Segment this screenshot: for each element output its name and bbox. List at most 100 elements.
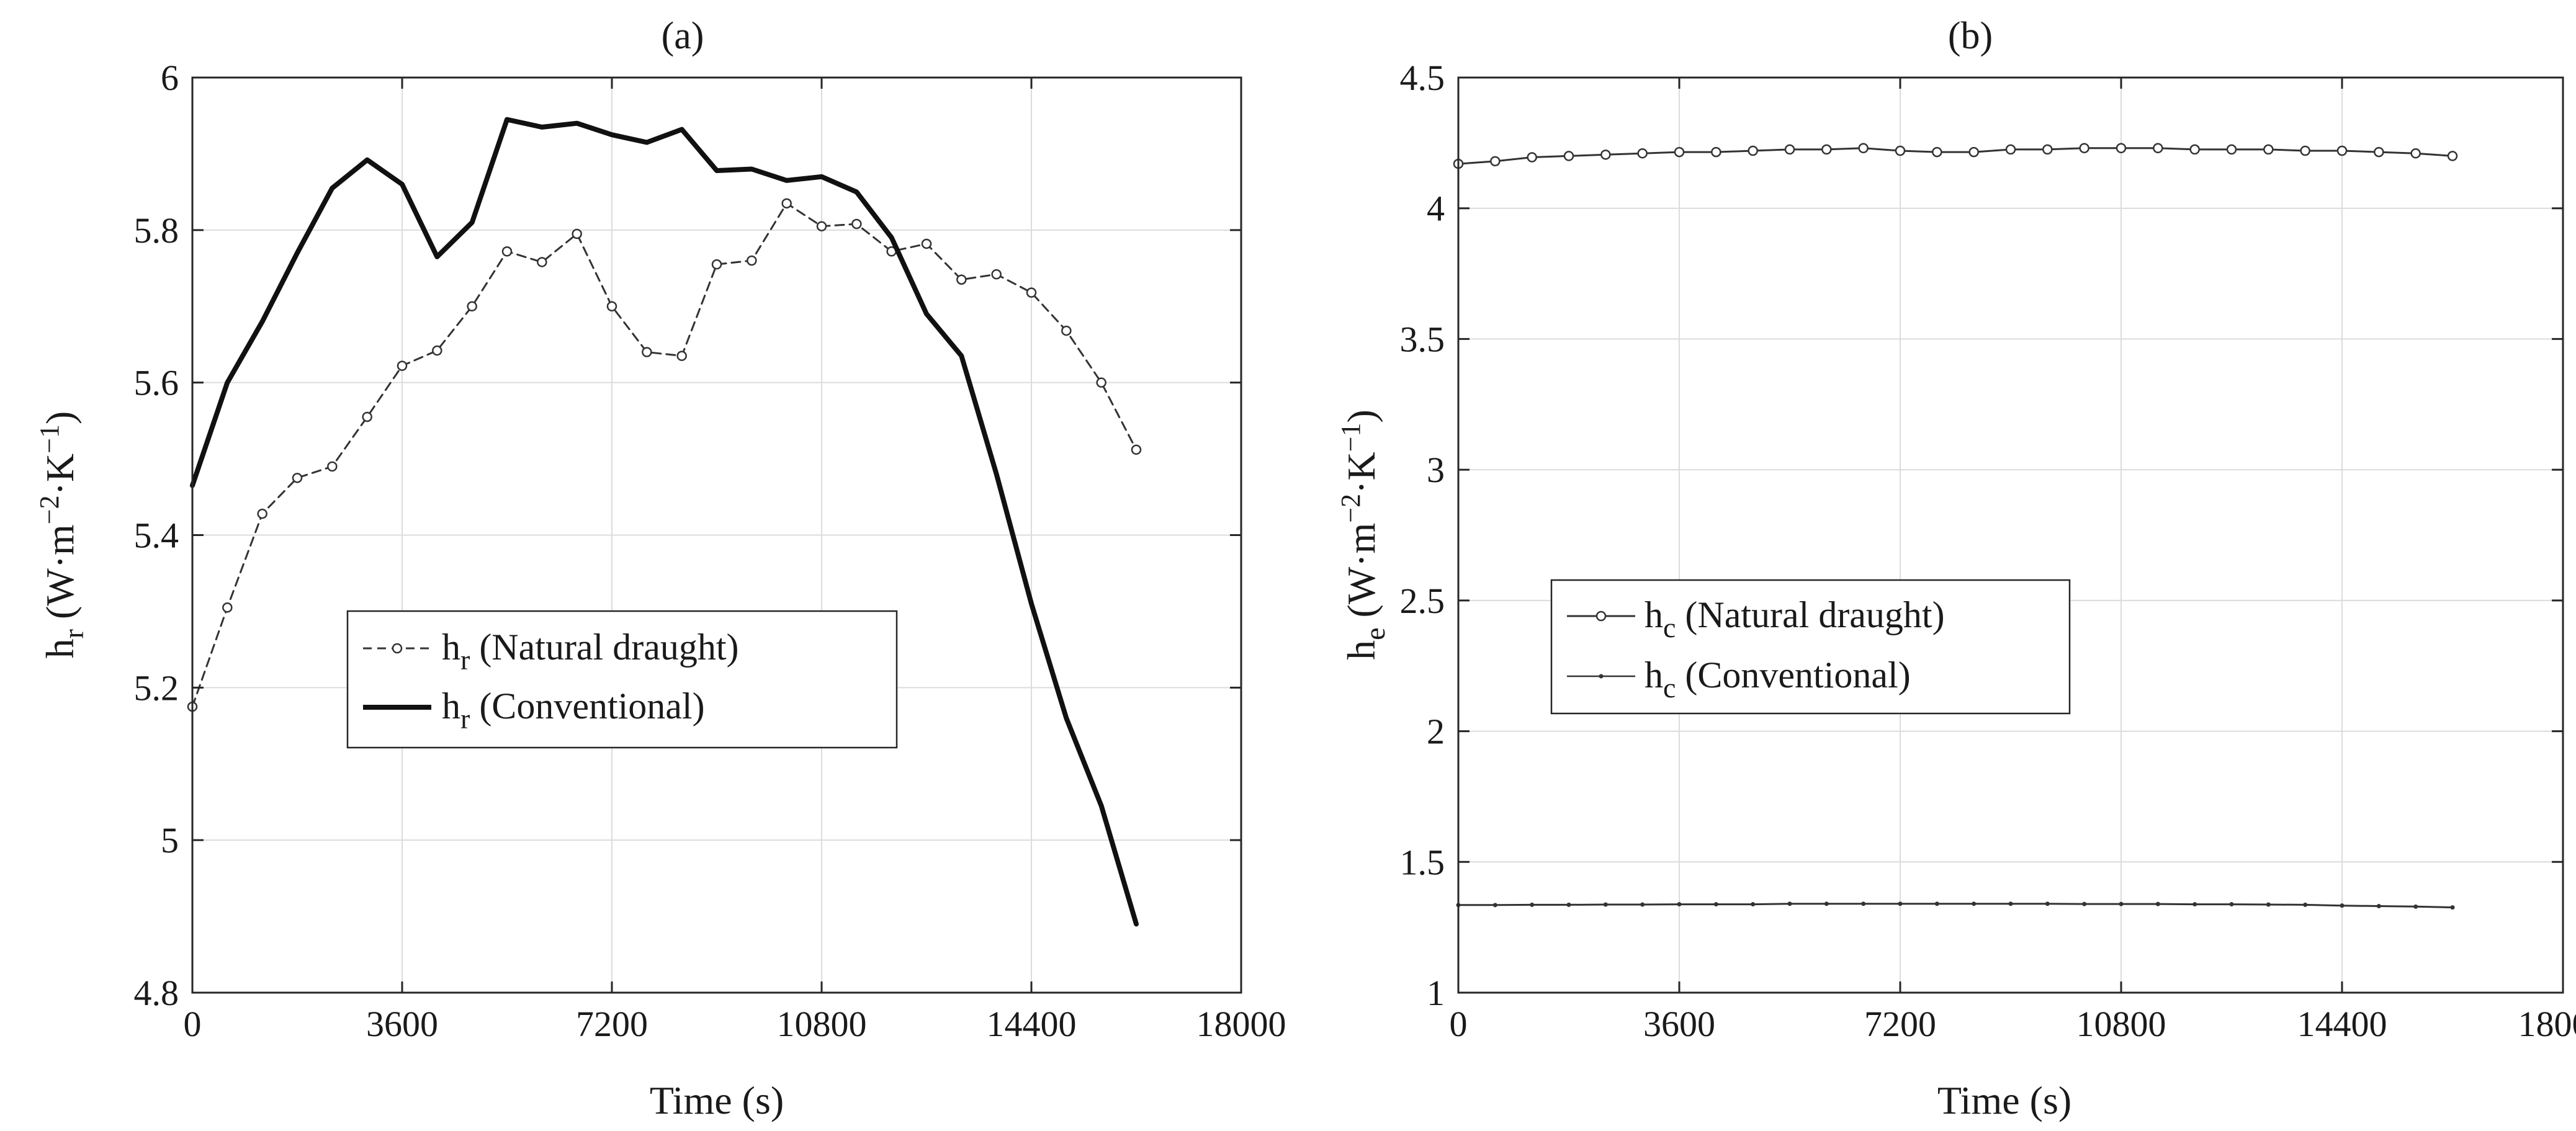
panel-b-series-conventional-point: [2045, 901, 2050, 906]
panel-a-series-natural-draught-point: [572, 228, 582, 239]
panel-a-y-tick-label: 5.6: [134, 363, 179, 403]
panel-a-series-natural-draught-point: [537, 257, 547, 267]
panel-b-series-natural-draught-point: [1490, 156, 1501, 167]
panel-b-series-natural-draught-point: [2336, 145, 2348, 156]
panel-b-series-conventional-point: [2082, 901, 2087, 906]
panel-a-ylabel-exp1: −2: [34, 495, 65, 524]
panel-b-y-tick-label: 1.5: [1400, 842, 1445, 882]
panel-b-series-natural-draught-point: [2447, 151, 2458, 161]
panel-a-y-tick-label: 4.8: [134, 973, 179, 1013]
panel-a-x-tick-label: 10800: [777, 1004, 867, 1044]
panel-b-series-conventional-point: [1530, 902, 1535, 907]
panel-b-ylabel-unit-mid: ·K: [1339, 452, 1383, 494]
panel-b-series-natural-draught-point: [1932, 146, 1942, 158]
panel-b-legend-natural-text: hc (Natural draught): [1645, 594, 1945, 643]
panel-b-legend-natural-marker: [1595, 610, 1607, 622]
panel-a-series-natural-draught-point: [501, 246, 513, 257]
panel-a-series-natural-draught-point: [921, 238, 932, 249]
panel-a-series-natural-draught-point: [1131, 444, 1142, 455]
panel-b-series-conventional-point: [2340, 903, 2345, 908]
panel-b-ylabel-exp2: −1: [1335, 422, 1366, 452]
panel-b-series-conventional-point: [1713, 902, 1718, 907]
panel-a-series-natural-draught-point: [781, 198, 792, 209]
panel-a-series-natural-draught-point: [747, 255, 757, 266]
panel-a-x-axis-label: Time (s): [650, 1078, 784, 1122]
panel-a-legend-natural-text: hr (Natural draught): [442, 627, 738, 676]
panel-b-y-tick-label: 4.5: [1400, 58, 1445, 98]
panel-b-series-natural-draught-point: [1895, 145, 1906, 156]
panel-a: (a) 0 3600 7200 10800 14400 18000 4.8 5 5.2 5.4 5.…: [34, 15, 1286, 1122]
panel-b-plot-box: [1457, 76, 2564, 994]
panel-b-series-conventional-point: [2008, 901, 2013, 906]
panel-b-series-natural-draught-point: [2300, 145, 2310, 156]
panel-b-series-natural-draught-point: [2263, 144, 2274, 155]
panel-b-y-tick-label: 3.5: [1400, 319, 1445, 359]
panel-b-legend: hc (Natural draught) hc (Conventional): [1550, 579, 2071, 715]
panel-b-x-axis-label: Time (s): [1937, 1078, 2071, 1122]
panel-b-y-tick-label: 4: [1427, 189, 1445, 229]
panel-b-series-natural-draught-point: [2410, 148, 2421, 159]
panel-a-legend-natural-marker: [392, 643, 403, 654]
panel-a-legend-conventional-text: hr (Conventional): [442, 686, 705, 735]
panel-b-legend-conventional-text: hc (Conventional): [1645, 655, 1911, 704]
panel-a-y-axis-label: hr (W·m−2·K−1): [34, 411, 89, 659]
panel-a-ylabel-unit-suffix: ): [38, 411, 82, 424]
panel-b-series-conventional-point: [2450, 905, 2455, 910]
panel-a-x-tick-label: 3600: [366, 1004, 438, 1044]
panel-b-ticks: 0 3600 7200 10800 14400 18000 1 1.5 2 2.5 3 3.5 4 4.5: [1400, 58, 2576, 1044]
panel-b-series-natural-draught-point: [2079, 143, 2089, 154]
panel-a-series-natural-draught-line: [191, 202, 1138, 708]
panel-a-title: (a): [662, 15, 704, 57]
panel-b: (b) 0 3600 7200 10800 14400 18000 1 1.5 2 2.5 3 3.5…: [1335, 15, 2576, 1122]
panel-a-series-natural-draught-point: [327, 461, 338, 472]
panel-b-series-conventional-point: [2229, 902, 2234, 907]
panel-a-series-natural-draught-point: [606, 301, 617, 311]
panel-a-series-natural-draught-point: [991, 269, 1002, 280]
panel-a-series-natural-draught-point: [642, 347, 652, 357]
panel-b-series-conventional-point: [1934, 901, 1939, 906]
panel-b-x-tick-label: 18000: [2518, 1004, 2576, 1044]
panel-a-x-tick-label: 7200: [576, 1004, 648, 1044]
panel-b-series-conventional-point: [2155, 901, 2160, 906]
panel-b-series-conventional-point: [1972, 901, 1977, 906]
panel-b-ylabel-subscript: e: [1359, 627, 1391, 640]
panel-b-series-natural-draught-point: [2189, 144, 2200, 155]
panel-b-x-tick-label: 10800: [2076, 1004, 2166, 1044]
panel-b-series-conventional-point: [2266, 902, 2271, 907]
panel-b-series-conventional-point: [1492, 903, 1497, 908]
panel-b-series-conventional-point: [1603, 902, 1608, 907]
panel-a-y-tick-label: 5.4: [134, 516, 179, 556]
panel-b-ylabel-unit-suffix: ): [1339, 409, 1383, 422]
panel-b-x-tick-label: 14400: [2297, 1004, 2387, 1044]
panel-a-series-natural-draught-point: [711, 259, 722, 270]
panel-b-series-conventional-point: [2119, 901, 2124, 906]
panel-b-series-natural-draught-point: [1674, 146, 1685, 158]
panel-b-series-conventional-point: [1861, 901, 1866, 906]
panel-a-series-natural-draught-point: [1026, 287, 1037, 298]
panel-a-ylabel-unit-prefix: (W·m: [38, 524, 82, 619]
svg-text:hr (W·m−2·K−1): hr (W·m−2·K−1): [34, 411, 89, 659]
panel-b-series-natural-draught-point: [1637, 148, 1648, 159]
panel-b-series-conventional-point: [2413, 904, 2418, 909]
panel-b-series-conventional-point: [2303, 902, 2308, 907]
panel-b-series-natural-draught-point: [2005, 144, 2016, 155]
panel-b-ylabel-symbol: h: [1339, 640, 1383, 660]
panel-a-ticks: 0 3600 7200 10800 14400 18000 4.8 5 5.2 5.4 5.6 5.8…: [134, 58, 1286, 1044]
panel-b-series-conventional-point: [1751, 902, 1756, 907]
panel-a-series-natural-draught-point: [816, 221, 827, 231]
panel-b-series-natural-draught-point: [1748, 145, 1758, 156]
panel-a-y-tick-label: 6: [161, 58, 179, 98]
panel-a-series-natural-draught-point: [956, 274, 967, 285]
panel-b-series-natural-draught-point: [1711, 146, 1721, 158]
panel-b-y-tick-label: 3: [1427, 450, 1445, 490]
panel-b-title: (b): [1948, 15, 1993, 57]
panel-a-series-natural-draught-point: [851, 218, 862, 230]
panel-b-y-tick-label: 2: [1427, 712, 1445, 752]
panel-a-series-natural-draught-point: [432, 345, 442, 356]
panel-a-x-tick-label: 14400: [987, 1004, 1077, 1044]
panel-a-series-natural-draught-point: [467, 301, 477, 311]
svg-text:he (W·m−2·K−1): he (W·m−2·K−1): [1335, 409, 1391, 660]
panel-b-ylabel-exp1: −2: [1335, 494, 1366, 523]
